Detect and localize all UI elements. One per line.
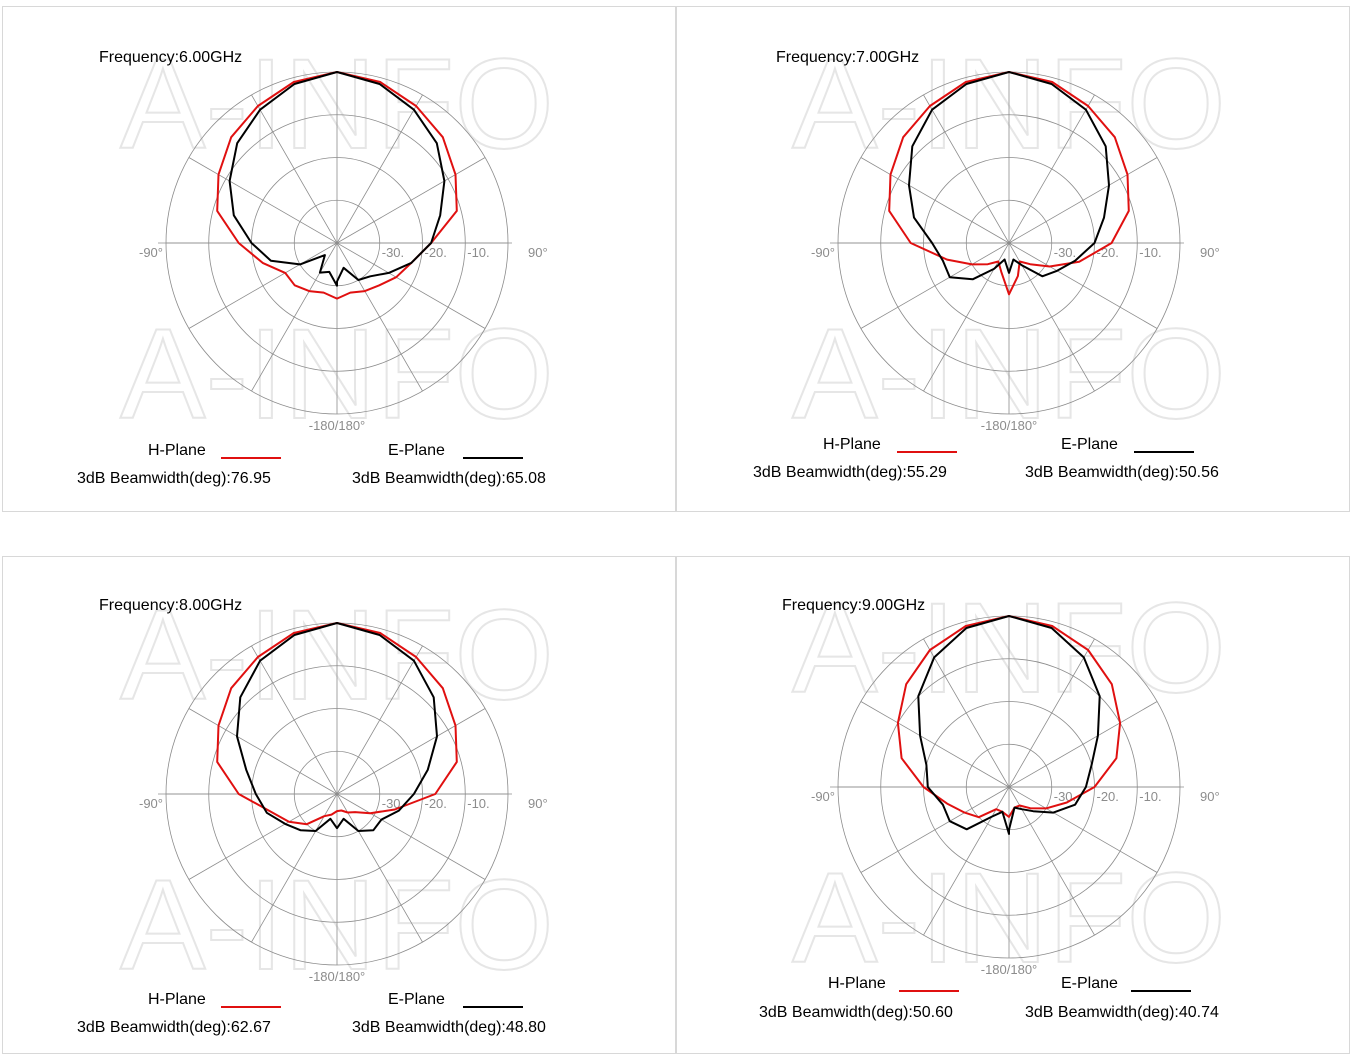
polar-panel-8ghz: A-INFO A-INFO -90° 90° -180/180° -30. -20. -10.… [2,556,676,1054]
radial-tick-label: -30. [1054,789,1076,804]
legend-e-plane-label: E-Plane [388,991,445,1008]
e-plane-beamwidth: 3dB Beamwidth(deg):40.74 [1025,1004,1219,1021]
e-plane-beamwidth: 3dB Beamwidth(deg):50.56 [1025,464,1219,481]
polar-panel-6ghz: A-INFO A-INFO -90° 90° -180/180° -30. -20. -10.… [2,6,676,512]
legend-h-plane-label: H-Plane [148,442,206,459]
radial-tick-label: -20. [1097,245,1119,260]
frequency-title: Frequency:9.00GHz [782,597,926,614]
angle-label-bottom: -180/180° [981,962,1038,977]
e-plane-beamwidth: 3dB Beamwidth(deg):65.08 [352,470,546,487]
legend-e-plane-label: E-Plane [388,442,445,459]
polar-grid [830,71,1184,415]
legend-h-plane-label: H-Plane [148,991,206,1008]
h-plane-beamwidth: 3dB Beamwidth(deg):55.29 [753,464,947,481]
radial-tick-label: -10. [1139,245,1161,260]
radial-tick-label: -30. [382,245,404,260]
e-plane-curve [236,622,438,832]
angle-label-left: -90° [811,789,835,804]
legend-h-plane-swatch [221,1006,281,1008]
polar-grid [158,622,512,966]
polar-panel-9ghz: A-INFO A-INFO -90° 90° -180/180° -30. -20. -10.… [676,556,1350,1054]
radial-tick-label: -20. [1097,789,1119,804]
radial-tick-label: -20. [425,245,447,260]
radial-tick-label: -10. [467,796,489,811]
legend-h-plane-label: H-Plane [823,436,881,453]
frequency-title: Frequency:8.00GHz [99,597,243,614]
angle-label-left: -90° [811,245,835,260]
e-plane-curve [228,71,446,287]
angle-label-left: -90° [139,796,163,811]
legend-e-plane-swatch [1134,451,1194,453]
legend-e-plane-swatch [463,1006,523,1008]
frequency-title: Frequency:7.00GHz [776,49,920,66]
legend-e-plane-label: E-Plane [1061,975,1118,992]
angle-label-right: 90° [1200,245,1220,260]
frequency-title: Frequency:6.00GHz [99,49,243,66]
legend-e-plane-label: E-Plane [1061,436,1118,453]
legend-e-plane-swatch [1131,990,1191,992]
e-plane-curve [917,615,1101,835]
h-plane-beamwidth: 3dB Beamwidth(deg):76.95 [77,470,271,487]
radial-tick-label: -30. [1054,245,1076,260]
angle-label-right: 90° [528,245,548,260]
legend-h-plane-swatch [897,451,957,453]
h-plane-beamwidth: 3dB Beamwidth(deg):62.67 [77,1019,271,1036]
legend-h-plane-swatch [899,990,959,992]
angle-label-right: 90° [528,796,548,811]
h-plane-beamwidth: 3dB Beamwidth(deg):50.60 [759,1004,953,1021]
radial-tick-label: -10. [467,245,489,260]
polar-panel-7ghz: A-INFO A-INFO -90° 90° -180/180° -30. -20. -10.… [676,6,1350,512]
e-plane-curve [908,71,1110,281]
e-plane-beamwidth: 3dB Beamwidth(deg):48.80 [352,1019,546,1036]
angle-label-right: 90° [1200,789,1220,804]
legend-h-plane-label: H-Plane [828,975,886,992]
polar-grid [830,615,1184,959]
angle-label-bottom: -180/180° [309,969,366,984]
radial-tick-label: -10. [1139,789,1161,804]
polar-grid [158,71,512,415]
angle-label-bottom: -180/180° [981,418,1038,433]
angle-label-left: -90° [139,245,163,260]
legend-e-plane-swatch [463,457,523,459]
angle-label-bottom: -180/180° [309,418,366,433]
legend-h-plane-swatch [221,457,281,459]
radial-tick-label: -20. [425,796,447,811]
